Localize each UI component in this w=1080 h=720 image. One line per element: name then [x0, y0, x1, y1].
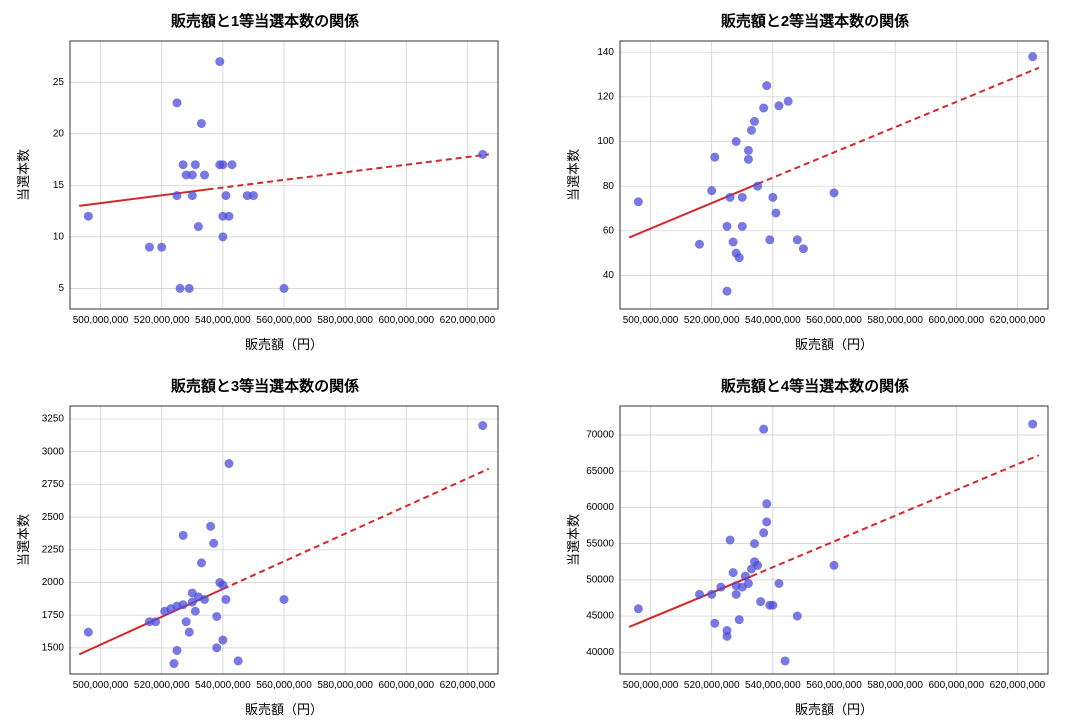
panel-2-svg: 500,000,000 520,000,000 540,000,000 560,000… [560, 35, 1060, 355]
svg-text:620,000,000: 620,000,000 [990, 315, 1046, 326]
svg-text:600,000,000: 600,000,000 [378, 680, 434, 691]
svg-text:580,000,000: 580,000,000 [867, 315, 923, 326]
panel-1-title: 販売額と1等当選本数の関係 [10, 10, 520, 31]
panel-4-title: 販売額と4等当選本数の関係 [560, 375, 1070, 396]
svg-text:2000: 2000 [42, 577, 65, 588]
svg-text:600,000,000: 600,000,000 [928, 315, 984, 326]
svg-text:40: 40 [603, 270, 615, 281]
svg-text:3250: 3250 [42, 414, 65, 425]
svg-text:580,000,000: 580,000,000 [317, 680, 373, 691]
svg-text:当選本数: 当選本数 [566, 514, 581, 566]
svg-text:500,000,000: 500,000,000 [623, 315, 679, 326]
svg-text:55000: 55000 [586, 538, 614, 549]
svg-text:520,000,000: 520,000,000 [684, 315, 740, 326]
svg-text:120: 120 [597, 91, 614, 102]
svg-text:当選本数: 当選本数 [16, 149, 31, 201]
svg-text:販売額（円）: 販売額（円） [795, 702, 873, 717]
svg-text:1750: 1750 [42, 610, 65, 621]
svg-text:80: 80 [603, 181, 615, 192]
svg-text:540,000,000: 540,000,000 [745, 315, 801, 326]
svg-text:520,000,000: 520,000,000 [684, 680, 740, 691]
svg-text:580,000,000: 580,000,000 [867, 680, 923, 691]
svg-text:500,000,000: 500,000,000 [73, 680, 129, 691]
svg-text:販売額（円）: 販売額（円） [245, 337, 323, 352]
svg-text:620,000,000: 620,000,000 [990, 680, 1046, 691]
svg-text:60: 60 [603, 225, 615, 236]
svg-text:500,000,000: 500,000,000 [623, 680, 679, 691]
svg-text:販売額（円）: 販売額（円） [245, 702, 323, 717]
panel-1-svg: 500,000,000 520,000,000 540,000,000 560,000… [10, 35, 510, 355]
svg-text:2750: 2750 [42, 479, 65, 490]
svg-text:520,000,000: 520,000,000 [134, 315, 190, 326]
svg-text:520,000,000: 520,000,000 [134, 680, 190, 691]
svg-text:25: 25 [53, 77, 65, 88]
svg-text:100: 100 [597, 136, 614, 147]
svg-text:560,000,000: 560,000,000 [256, 680, 312, 691]
svg-text:560,000,000: 560,000,000 [256, 315, 312, 326]
svg-text:販売額（円）: 販売額（円） [795, 337, 873, 352]
panel-1: 販売額と1等当選本数の関係 500,000,000 520,000,000 540,… [10, 10, 520, 355]
svg-text:580,000,000: 580,000,000 [317, 315, 373, 326]
svg-text:60000: 60000 [586, 502, 614, 513]
svg-text:70000: 70000 [586, 430, 614, 441]
svg-text:65000: 65000 [586, 466, 614, 477]
svg-text:540,000,000: 540,000,000 [745, 680, 801, 691]
svg-text:10: 10 [53, 231, 65, 242]
svg-text:15: 15 [53, 180, 65, 191]
figure-grid: 販売額と1等当選本数の関係 500,000,000 520,000,000 540,… [10, 10, 1070, 710]
svg-text:3000: 3000 [42, 446, 65, 457]
svg-text:当選本数: 当選本数 [16, 514, 31, 566]
svg-text:当選本数: 当選本数 [566, 149, 581, 201]
panel-3-title: 販売額と3等当選本数の関係 [10, 375, 520, 396]
panel-3-svg: 500,000,000 520,000,000 540,000,000 560,000… [10, 400, 510, 720]
svg-text:620,000,000: 620,000,000 [440, 680, 496, 691]
svg-text:20: 20 [53, 128, 65, 139]
svg-text:5: 5 [58, 283, 64, 294]
panel-4: 販売額と4等当選本数の関係 500,000,000 520,000,000 540,… [560, 375, 1070, 720]
svg-text:600,000,000: 600,000,000 [378, 315, 434, 326]
svg-text:1500: 1500 [42, 642, 65, 653]
svg-text:560,000,000: 560,000,000 [806, 315, 862, 326]
svg-text:2500: 2500 [42, 512, 65, 523]
panel-2: 販売額と2等当選本数の関係 500,000,000 520,000,000 540,… [560, 10, 1070, 355]
svg-text:2250: 2250 [42, 544, 65, 555]
panel-4-svg: 500,000,000 520,000,000 540,000,000 560,000… [560, 400, 1060, 720]
svg-text:50000: 50000 [586, 574, 614, 585]
svg-text:140: 140 [597, 47, 614, 58]
svg-text:500,000,000: 500,000,000 [73, 315, 129, 326]
svg-text:40000: 40000 [586, 647, 614, 658]
svg-text:540,000,000: 540,000,000 [195, 315, 251, 326]
svg-text:45000: 45000 [586, 611, 614, 622]
svg-text:560,000,000: 560,000,000 [806, 680, 862, 691]
svg-text:620,000,000: 620,000,000 [440, 315, 496, 326]
svg-text:540,000,000: 540,000,000 [195, 680, 251, 691]
panel-3: 販売額と3等当選本数の関係 500,000,000 520,000,000 540,… [10, 375, 520, 720]
svg-text:600,000,000: 600,000,000 [928, 680, 984, 691]
panel-2-title: 販売額と2等当選本数の関係 [560, 10, 1070, 31]
